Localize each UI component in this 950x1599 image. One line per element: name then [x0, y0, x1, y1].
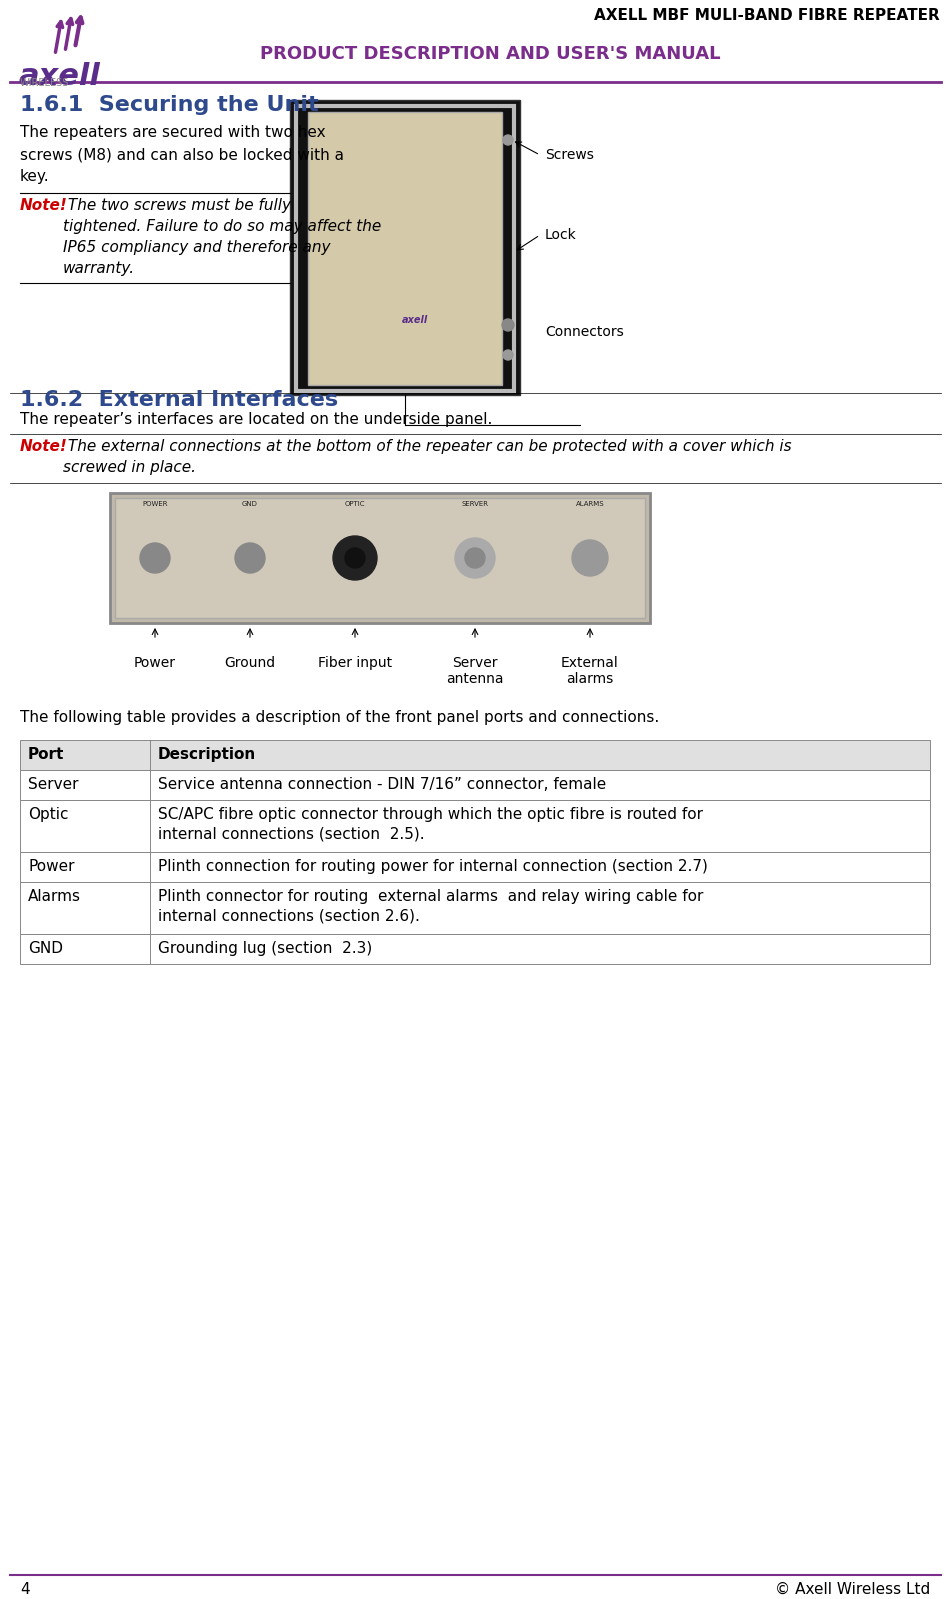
Text: Power: Power — [28, 859, 74, 875]
Text: Server: Server — [28, 777, 79, 792]
Bar — [20, 934, 930, 964]
Text: Description: Description — [158, 747, 256, 763]
Text: Plinth connection for routing power for internal connection (section 2.7): Plinth connection for routing power for … — [158, 859, 708, 875]
Text: GND: GND — [28, 940, 63, 956]
Text: © Axell Wireless Ltd: © Axell Wireless Ltd — [775, 1581, 930, 1597]
Circle shape — [455, 537, 495, 577]
Text: SC/APC fibre optic connector through which the optic fibre is routed for
interna: SC/APC fibre optic connector through whi… — [158, 807, 703, 841]
Circle shape — [235, 544, 265, 572]
Bar — [115, 497, 645, 617]
Text: The two screws must be fully
tightened. Failure to do so may affect the
IP65 com: The two screws must be fully tightened. … — [63, 198, 381, 277]
Text: The repeaters are secured with two hex
screws (M8) and can also be locked with a: The repeaters are secured with two hex s… — [20, 125, 344, 184]
Bar — [20, 883, 930, 934]
Text: OPTIC: OPTIC — [345, 500, 365, 507]
Text: Fiber input: Fiber input — [318, 656, 392, 670]
Text: External
alarms: External alarms — [561, 656, 618, 686]
Text: 4: 4 — [20, 1581, 29, 1597]
Text: axell: axell — [18, 62, 100, 91]
Text: The external connections at the bottom of the repeater can be protected with a c: The external connections at the bottom o… — [63, 440, 791, 475]
Circle shape — [572, 540, 608, 576]
Circle shape — [465, 548, 485, 568]
Text: PRODUCT DESCRIPTION AND USER'S MANUAL: PRODUCT DESCRIPTION AND USER'S MANUAL — [259, 45, 720, 62]
Bar — [20, 800, 930, 852]
Bar — [296, 106, 514, 392]
Text: POWER: POWER — [142, 500, 168, 507]
Circle shape — [503, 134, 513, 146]
Text: Grounding lug (section  2.3): Grounding lug (section 2.3) — [158, 940, 372, 956]
Circle shape — [333, 536, 377, 580]
Text: ALARMS: ALARMS — [576, 500, 604, 507]
Text: Ground: Ground — [224, 656, 276, 670]
Text: Connectors: Connectors — [545, 325, 624, 339]
Text: SERVER: SERVER — [462, 500, 488, 507]
Bar — [110, 492, 650, 624]
Circle shape — [140, 544, 170, 572]
Text: AXELL MBF MULI-BAND FIBRE REPEATER: AXELL MBF MULI-BAND FIBRE REPEATER — [595, 8, 940, 22]
Circle shape — [503, 350, 513, 360]
Text: Plinth connector for routing  external alarms  and relay wiring cable for
intern: Plinth connector for routing external al… — [158, 889, 703, 924]
Text: Note!: Note! — [20, 440, 67, 454]
Bar — [20, 771, 930, 800]
Text: Service antenna connection - DIN 7/16” connector, female: Service antenna connection - DIN 7/16” c… — [158, 777, 606, 792]
Text: Optic: Optic — [28, 807, 68, 822]
Text: Screws: Screws — [545, 149, 594, 161]
Text: WIRELESS: WIRELESS — [20, 78, 69, 88]
Text: Port: Port — [28, 747, 65, 763]
Circle shape — [502, 318, 514, 331]
Bar — [20, 740, 930, 771]
Text: Lock: Lock — [545, 229, 577, 241]
Text: axell: axell — [402, 315, 428, 325]
Text: The repeater’s interfaces are located on the underside panel.: The repeater’s interfaces are located on… — [20, 413, 492, 427]
Text: GND: GND — [242, 500, 258, 507]
Text: 1.6.2  External Interfaces: 1.6.2 External Interfaces — [20, 390, 338, 409]
Text: Power: Power — [134, 656, 176, 670]
Bar — [20, 852, 930, 883]
Text: Server
antenna: Server antenna — [446, 656, 504, 686]
Circle shape — [345, 548, 365, 568]
Bar — [308, 112, 502, 385]
Text: The following table provides a description of the front panel ports and connecti: The following table provides a descripti… — [20, 710, 659, 724]
Bar — [290, 101, 520, 395]
Text: Alarms: Alarms — [28, 889, 81, 903]
Text: 1.6.1  Securing the Unit: 1.6.1 Securing the Unit — [20, 94, 318, 115]
Text: Note!: Note! — [20, 198, 67, 213]
